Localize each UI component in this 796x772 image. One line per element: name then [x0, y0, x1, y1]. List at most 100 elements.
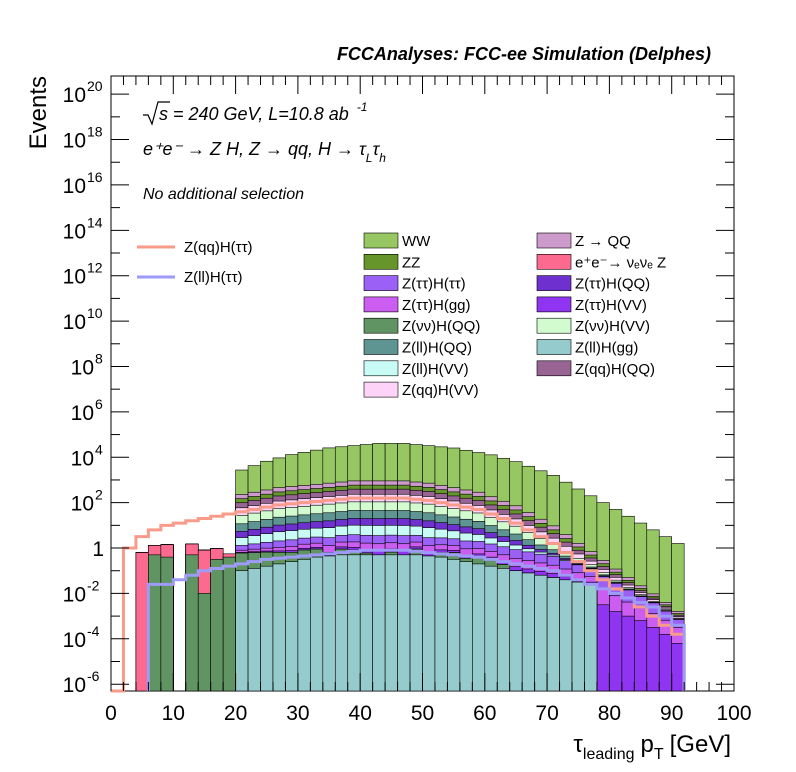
x-axis-label-p-sub: T	[654, 746, 664, 763]
legend-box-label: Z(ττ)H(QQ)	[575, 276, 650, 293]
stack-bar	[559, 579, 573, 692]
y-tick-label: 10	[63, 175, 86, 198]
x-tick-label: 50	[411, 702, 434, 725]
legend-box-swatch	[536, 275, 572, 291]
y-tick-label: 10	[71, 447, 94, 470]
legend-box-swatch	[536, 296, 572, 313]
y-tick-label: 10	[63, 130, 86, 153]
legend-box-label: Z(qq)H(VV)	[402, 382, 479, 399]
legend-box-label: WW	[402, 233, 431, 250]
stack-bar	[571, 581, 585, 692]
y-tick-label: 10	[63, 84, 86, 107]
stack-bar	[472, 563, 486, 692]
stack-bar	[521, 572, 535, 692]
y-tick-exponent: -2	[87, 577, 100, 593]
x-tick-label: 90	[660, 702, 683, 725]
legend-box-label: ZZ	[402, 254, 420, 271]
x-tick-label: 20	[224, 702, 247, 725]
stack-bar	[671, 643, 685, 692]
stack-bar	[596, 604, 610, 692]
stack-bar	[658, 633, 672, 692]
stack-bar	[621, 615, 635, 692]
annotation-process-text: e⁺e⁻ → Z H, Z → qq, H → τ	[143, 139, 367, 159]
y-tick-label: 10	[63, 220, 86, 243]
y-tick-exponent: -4	[87, 623, 100, 639]
x-axis-label-sub: leading	[583, 746, 635, 763]
y-tick-label: 10	[63, 629, 86, 652]
legend-line-label: Z(ll)H(ττ)	[184, 269, 243, 286]
legend-box-swatch	[536, 254, 572, 270]
annotation-sqrt-s: s	[159, 104, 168, 124]
overlay-line	[111, 496, 686, 693]
x-axis-label: τleading pT [GeV]	[573, 731, 731, 763]
x-axis-label-unit: [GeV]	[670, 731, 731, 758]
y-tick-exponent: 14	[87, 214, 103, 230]
y-tick-exponent: 4	[95, 441, 103, 457]
legend-box-swatch	[363, 232, 399, 249]
legend-box-label: Z(νν)H(QQ)	[402, 318, 480, 335]
legend-box-label: Z(qq)H(QQ)	[575, 361, 655, 378]
legend-box-swatch	[363, 360, 399, 377]
annotation-process-tau: τ	[372, 139, 380, 159]
legend-box-label: Z(ll)H(gg)	[575, 340, 638, 357]
legend-box-label: Z(ll)H(QQ)	[402, 340, 472, 357]
x-tick-label: 30	[286, 702, 309, 725]
stack-bar	[459, 561, 473, 692]
y-tick-exponent: -6	[87, 668, 100, 684]
legend-box-swatch	[536, 360, 572, 377]
stack-bar	[359, 554, 373, 692]
stack-bar	[484, 565, 498, 692]
legend-box-swatch	[363, 275, 399, 291]
annotation-process: e⁺e⁻ → Z H, Z → qq, H → τLτh	[143, 139, 386, 165]
stack-bar	[260, 565, 274, 692]
y-tick-exponent: 8	[95, 350, 103, 366]
x-tick-label: 100	[716, 702, 751, 725]
y-tick-label: 10	[63, 674, 86, 697]
legend-box-label: Z(ττ)H(gg)	[402, 297, 471, 314]
stack-bar	[322, 555, 336, 692]
stack-bar	[235, 570, 249, 692]
legend-line-label: Z(qq)H(ττ)	[184, 239, 253, 256]
y-tick-label: 10	[71, 493, 94, 516]
legend-box-label: Z(ττ)H(VV)	[575, 297, 647, 314]
stack-bar	[197, 593, 211, 692]
stack-bar	[384, 554, 398, 692]
annotation-selection: No additional selection	[143, 186, 304, 203]
legend-box-swatch	[363, 317, 399, 334]
stack-bar	[646, 627, 660, 692]
stack-bar	[584, 584, 598, 692]
legend-box-swatch	[363, 296, 399, 313]
legend-box-swatch	[536, 317, 572, 334]
y-tick-exponent: 2	[95, 487, 103, 503]
stack-bar	[509, 570, 523, 692]
stack-bar	[409, 554, 423, 692]
y-tick-label: 10	[71, 402, 94, 425]
y-tick-label: 10	[63, 583, 86, 606]
stack-bar	[546, 577, 560, 692]
stack-bar	[347, 554, 361, 692]
legend: Z(qq)H(ττ) Z(ll)H(ττ) WW Z → QQ ZZ e⁺e⁻→ νₑνₑ…	[137, 232, 666, 399]
y-tick-label: 10	[63, 311, 86, 334]
chart-title: FCCAnalyses: FCC-ee Simulation (Delphes)	[337, 44, 711, 64]
annotation-energy-lumi: s = 240 GeV, L=10.8 ab -1	[159, 100, 367, 124]
y-axis-label: Events	[25, 76, 52, 149]
x-tick-label: 60	[473, 702, 496, 725]
legend-box-swatch	[363, 381, 399, 398]
x-tick-label: 80	[598, 702, 621, 725]
stacked-bars	[135, 443, 685, 692]
y-tick-exponent: 20	[87, 78, 103, 94]
x-tick-label: 0	[105, 702, 117, 725]
stack-bar	[334, 554, 349, 692]
annotation-process-sub2: h	[379, 151, 386, 165]
stack-bar	[310, 556, 324, 692]
stack-bar	[534, 574, 548, 692]
legend-box-swatch	[363, 339, 399, 355]
y-tick-label: 10	[71, 356, 94, 379]
stack-bar	[285, 561, 299, 692]
stack-bar	[372, 554, 386, 692]
y-tick-exponent: 6	[95, 396, 103, 412]
stack-bar	[210, 559, 224, 692]
x-axis-label-tau: τ	[573, 731, 583, 758]
